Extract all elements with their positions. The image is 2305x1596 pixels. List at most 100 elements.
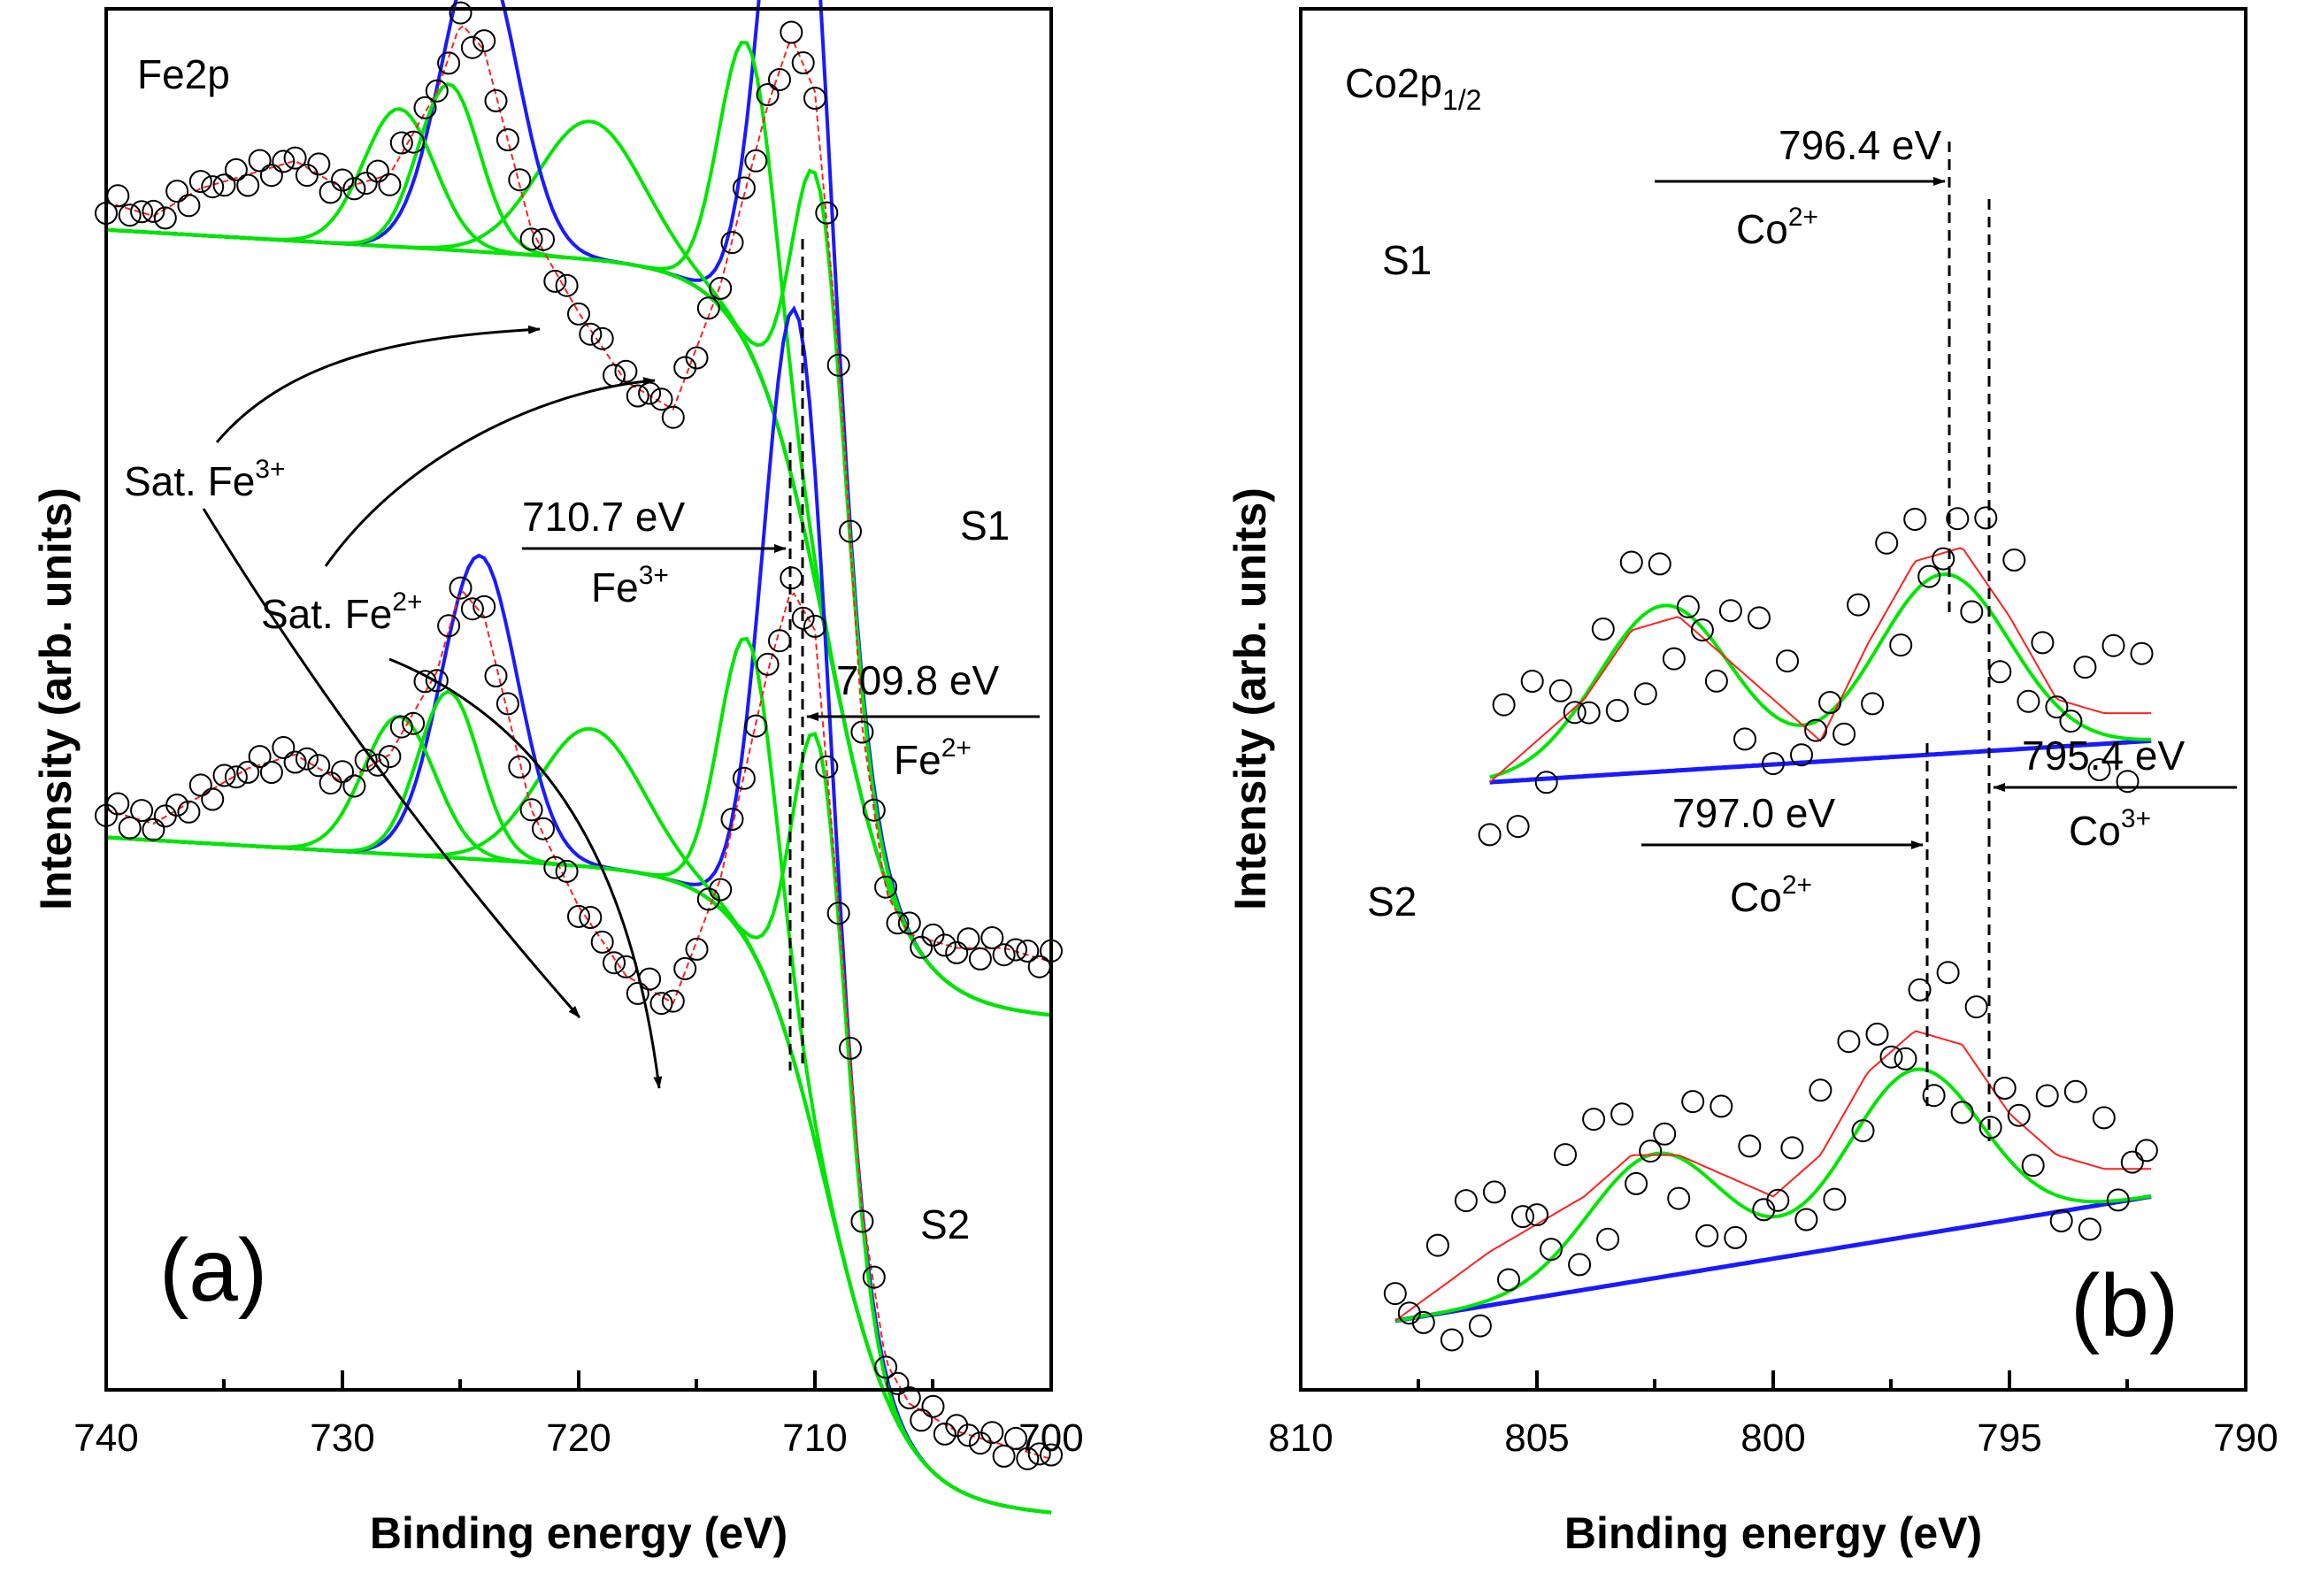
s1-fit-component [1489, 572, 2152, 779]
s2-data-point [661, 989, 685, 1013]
co2-s2-energy-label: 797.0 eV [1672, 790, 1835, 836]
s1-data-point [437, 51, 461, 75]
satellite-arrows [202, 325, 663, 1089]
s2-data-point [744, 714, 768, 738]
s1-data-point [1748, 606, 1771, 630]
s2-data-point [2120, 1150, 2144, 1174]
s1-data-point [2031, 631, 2055, 655]
s2-data-point [603, 951, 626, 975]
s2-fit-component-6 [105, 714, 1052, 1515]
panel-b: 810 805 800 795 790 Binding energy (eV) … [1225, 7, 2278, 1558]
s2-data-point [130, 799, 154, 823]
s1-data-point [720, 231, 744, 255]
s2-data-point [933, 1422, 957, 1446]
s2-data-point [1468, 1314, 1492, 1338]
s2-data-point [2035, 1084, 2059, 1108]
s1-data-point [2087, 758, 2111, 781]
s1-data-point [850, 720, 874, 744]
s1-data-point [685, 346, 709, 370]
s2-data-point [389, 715, 413, 739]
s1-data-point [1520, 670, 1544, 693]
s1-data-point [1903, 508, 1927, 531]
x-tick-label: 810 [1268, 1416, 1333, 1460]
fe3-ion-label: Fe3+ [591, 561, 669, 610]
s2-data-point [1667, 1186, 1691, 1210]
s1-data-point [543, 269, 567, 293]
s2-data-point [1695, 1224, 1719, 1247]
s2-data-point [177, 800, 201, 824]
s1-data-point [980, 926, 1004, 949]
s1-data-point [897, 911, 921, 935]
s2-data-point [910, 1408, 934, 1432]
s2-data-point [673, 956, 697, 980]
s1-data-point [319, 180, 342, 204]
s2-data-point [1950, 1101, 1974, 1124]
s1-data-point [1946, 507, 1970, 531]
s1-data-point [342, 177, 366, 201]
sat-fe2-prefix: Sat. Fe [261, 591, 392, 637]
arrow-sat-fe2-upper [324, 377, 656, 567]
s2-data-point [1794, 1208, 1818, 1232]
s1-data-point [201, 175, 225, 199]
s1-baseline [1489, 738, 2152, 785]
s2-data-point [1540, 1238, 1563, 1262]
s2-data-point [886, 1371, 910, 1395]
s1-data-point [1960, 600, 1984, 624]
panel-b-region-main: Co2p [1345, 60, 1442, 106]
s1-data-point [874, 875, 898, 899]
s2-data-point [402, 711, 426, 735]
arrow-sat-fe2-lower [388, 657, 663, 1089]
s1-data-point [1847, 593, 1871, 617]
s1-data-point [1974, 506, 1998, 530]
s1-data-point [1762, 752, 1785, 776]
s2-data-point [590, 930, 614, 954]
s2-data-point [2063, 1079, 2087, 1103]
s1-data-point [2116, 770, 2140, 794]
s1-data-point [910, 935, 934, 959]
s2-data-point [2021, 1154, 2045, 1178]
s2-data-point [236, 760, 260, 784]
s2-data-point [188, 773, 212, 797]
s1-data-point [142, 199, 165, 223]
s2-data-point [1040, 1443, 1063, 1467]
panel-b-x-axis-title: Binding energy (eV) [1564, 1508, 1982, 1558]
s2-data-point [1511, 1205, 1534, 1229]
co2-s2-ion-label: Co2+ [1730, 871, 1812, 920]
s2-data-point [696, 887, 720, 911]
s1-data-point [1861, 692, 1885, 716]
s1-data-point [756, 83, 780, 106]
s2-data-point [1525, 1203, 1548, 1227]
s2-data-point [803, 614, 826, 638]
s2-data-point [839, 1036, 862, 1060]
s1-data-point [106, 184, 130, 208]
s2-data-point [1411, 1310, 1435, 1334]
sat-fe2-label: Sat. Fe2+ [261, 587, 423, 637]
s2-data-point [1016, 1446, 1040, 1470]
s2-data-point [165, 794, 189, 817]
s2-data-point [1780, 1136, 1804, 1160]
panel-a-x-tick-labels: 740 730 720 710 700 [73, 1416, 1083, 1460]
s1-data-point [803, 87, 826, 110]
s1-data-point [744, 149, 768, 173]
panel-a-x-axis-title: Binding energy (eV) [370, 1508, 788, 1558]
s1-data-point [130, 200, 154, 224]
s2-data-point [815, 755, 839, 779]
s1-data-point [259, 164, 283, 188]
fe2-energy-label: 709.8 eV [836, 657, 999, 703]
s2-data-point [342, 774, 366, 798]
s1-data-point [1790, 743, 1813, 767]
s1-data-point [791, 51, 815, 74]
s2-data-point [709, 878, 733, 902]
s2-data-point [496, 692, 519, 716]
s2-data-point [259, 761, 283, 784]
s2-data-point [1596, 1227, 1620, 1251]
s2-data-point [1894, 1047, 1917, 1070]
co2-s1-ion-label: Co2+ [1736, 203, 1818, 252]
s2-data-point [307, 754, 331, 778]
s2-data-point [1610, 1102, 1634, 1126]
s2-data-point [224, 765, 248, 789]
s2-data-point [1922, 1084, 1946, 1108]
x-tick-label: 805 [1504, 1416, 1569, 1460]
s2-data-point [685, 937, 709, 961]
